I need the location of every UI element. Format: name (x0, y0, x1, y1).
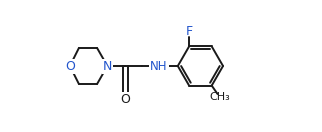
Text: F: F (185, 25, 193, 38)
Text: O: O (65, 60, 75, 72)
Text: O: O (120, 93, 130, 106)
Text: CH₃: CH₃ (210, 92, 230, 102)
Text: N: N (103, 60, 112, 72)
Text: NH: NH (150, 60, 168, 72)
